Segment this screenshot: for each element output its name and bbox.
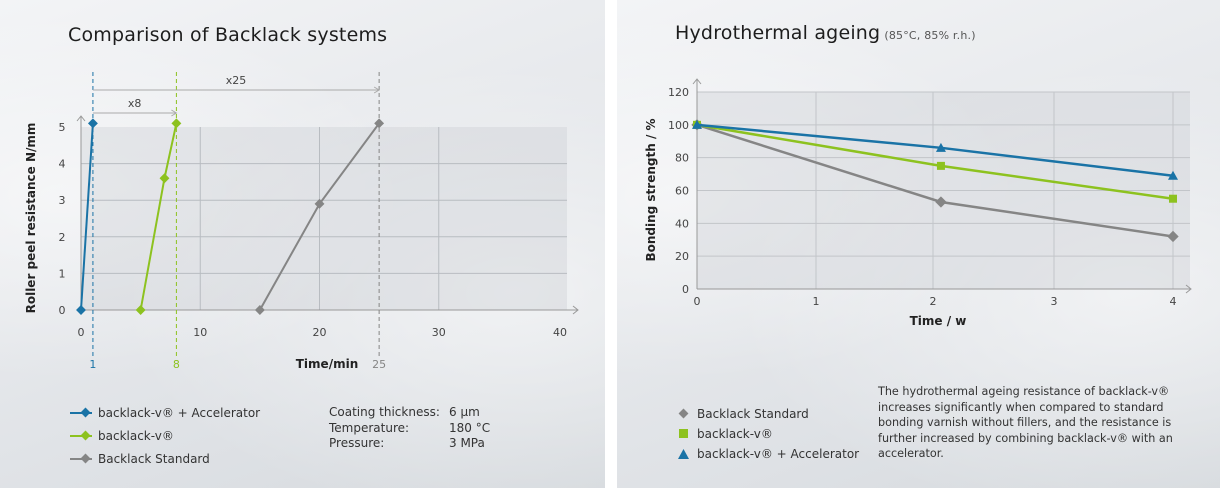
y-tick-label: 120: [668, 86, 689, 99]
title-subtitle: (85°C, 85% r.h.): [884, 29, 976, 42]
legend-label: Backlack Standard: [697, 407, 809, 421]
triangle-marker: [692, 119, 702, 129]
line-diamond-marker-icon: [70, 407, 92, 419]
span-arrow-label: x8: [128, 97, 142, 110]
right-chart-title: Hydrothermal ageing (85°C, 85% r.h.): [675, 22, 976, 44]
title-text: Hydrothermal ageing: [675, 22, 881, 44]
left-chart-title: Comparison of Backlack systems: [68, 24, 388, 46]
x-tick-label: 40: [553, 326, 567, 339]
param-value: 180 °C: [449, 420, 491, 435]
square-marker: [1169, 194, 1177, 203]
y-tick-label: 40: [675, 217, 689, 230]
diamond-marker: [254, 305, 265, 315]
legend-label: backlack-v®: [697, 427, 773, 441]
diamond-marker: [159, 173, 170, 184]
param-value: 6 µm: [449, 405, 480, 419]
x-tick-label: 20: [313, 326, 327, 339]
line-diamond-marker-icon: [70, 430, 92, 442]
x-tick-label: 1: [813, 295, 820, 308]
series-backlack-v-accelerator: [692, 119, 1178, 180]
span-arrow-label: x25: [226, 74, 247, 87]
x-axis-arrow: [572, 305, 579, 315]
span-arrow-head: [171, 109, 178, 117]
legend-label: backlack-v® + Accelerator: [697, 447, 860, 461]
x-tick-label: 30: [432, 326, 446, 339]
param-key: Pressure:: [329, 436, 385, 450]
triangle-marker-icon: [677, 448, 691, 460]
series-backlack-v-: [135, 118, 182, 315]
plot-area: [81, 127, 567, 310]
left-panel: Comparison of Backlack systems 0 1 2 3 4 5 0 10…: [0, 0, 605, 488]
y-tick-label: 60: [675, 185, 689, 198]
legend-label: backlack-v® + Accelerator: [98, 405, 261, 420]
test-parameters: Coating thickness: 6 µm Temperature: 180 °…: [329, 405, 490, 452]
y-tick-label: 2: [59, 231, 66, 244]
series-line: [80, 123, 94, 311]
square-marker-icon: [677, 428, 691, 440]
y-tick-label: 3: [59, 194, 66, 207]
line-diamond-marker-icon: [70, 453, 92, 465]
diamond-marker: [171, 118, 182, 129]
x-tick-label: 0: [78, 326, 85, 339]
legend-item-standard: Backlack Standard: [677, 404, 859, 424]
reference-line-label: 1: [89, 358, 96, 371]
triangle-marker: [1168, 170, 1178, 180]
y-tick-label: 80: [675, 152, 689, 165]
square-marker: [936, 161, 945, 170]
y-axis-arrow: [76, 115, 86, 122]
param-row: Coating thickness: 6 µm: [329, 405, 490, 421]
y-axis-label: Roller peel resistance N/mm: [24, 123, 38, 314]
legend-item-standard: Backlack Standard: [70, 447, 260, 470]
param-key: Coating thickness:: [329, 405, 440, 419]
right-legend: Backlack Standard backlack-v® backlack-v…: [677, 404, 859, 464]
bonding-strength-chart: 0 20 40 60 80 100 120 0 1 2 3 4 Bonding strength / %…: [644, 78, 1192, 328]
reference-line-label: 25: [372, 358, 386, 371]
y-tick-label: 0: [682, 283, 689, 296]
legend-label: backlack-v®: [98, 428, 174, 443]
y-tick-label: 100: [668, 119, 689, 132]
param-key: Temperature:: [329, 420, 410, 435]
x-tick-label: 10: [193, 326, 207, 339]
x-tick-label: 4: [1170, 295, 1177, 308]
peel-resistance-chart: 0 1 2 3 4 5 0 10 20 30 40 Roller peel resistance N/…: [24, 72, 579, 371]
left-legend: backlack-v® + Accelerator backlack-v® Ba…: [70, 401, 260, 470]
diamond-marker: [314, 198, 325, 209]
diamond-marker: [87, 118, 98, 129]
series-backlack-standard: [254, 118, 385, 315]
x-tick-label: 3: [1051, 295, 1058, 308]
span-arrow-head: [373, 86, 381, 94]
y-tick-label: 0: [59, 304, 66, 317]
param-row: Temperature: 180 °C: [329, 421, 490, 437]
y-tick-label: 1: [59, 267, 66, 280]
x-axis-arrow: [1185, 284, 1192, 294]
diamond-marker-icon: [677, 408, 691, 420]
legend-item-accelerator: backlack-v® + Accelerator: [70, 401, 260, 424]
x-axis-label: Time / w: [910, 314, 967, 328]
y-tick-label: 20: [675, 250, 689, 263]
legend-item-accelerator: backlack-v® + Accelerator: [677, 444, 859, 464]
y-axis-arrow: [692, 78, 702, 85]
diamond-marker: [935, 196, 947, 208]
x-tick-label: 0: [694, 295, 701, 308]
param-row: Pressure: 3 MPa: [329, 436, 490, 452]
x-axis-label: Time/min: [296, 357, 358, 371]
triangle-marker: [935, 142, 946, 152]
y-axis-label: Bonding strength / %: [644, 118, 658, 261]
y-tick-label: 4: [59, 158, 66, 171]
param-value: 3 MPa: [449, 436, 485, 450]
legend-item-backlack-v: backlack-v®: [70, 424, 260, 447]
legend-label: Backlack Standard: [98, 451, 210, 466]
description-note: The hydrothermal ageing resistance of ba…: [878, 385, 1173, 460]
diamond-marker: [1167, 230, 1179, 243]
y-tick-label: 5: [59, 121, 66, 134]
x-tick-label: 2: [930, 295, 937, 308]
right-panel: Hydrothermal ageing (85°C, 85% r.h.) 0 20 4…: [617, 0, 1220, 488]
reference-line-label: 8: [173, 358, 180, 371]
legend-item-backlack-v: backlack-v®: [677, 424, 859, 444]
diamond-marker: [135, 305, 146, 315]
